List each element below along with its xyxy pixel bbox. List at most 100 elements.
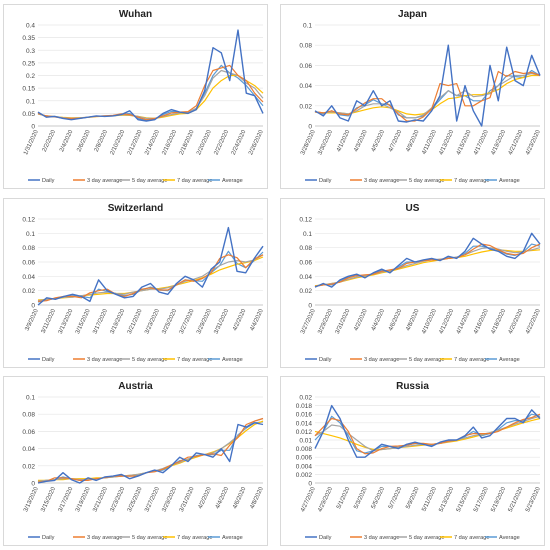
legend-label: Average bbox=[222, 178, 243, 184]
x-tick-label: 4/13/2020 bbox=[439, 129, 456, 156]
x-tick-label: 5/11/2020 bbox=[421, 486, 438, 513]
x-tick-label: 4/6/2020 bbox=[388, 308, 404, 332]
y-tick-label: 0.012 bbox=[296, 429, 313, 436]
x-tick-label: 3/30/2020 bbox=[317, 129, 334, 156]
legend-label: Daily bbox=[42, 535, 55, 541]
chart-svg: 00.020.040.060.080.13/13/2020 3/15/2020 3/… bbox=[22, 395, 266, 542]
legend-label: Average bbox=[499, 535, 520, 541]
x-tick-label: 4/8/2020 bbox=[405, 308, 421, 332]
x-tick-label: 4/1/2020 bbox=[336, 129, 352, 153]
chart-svg: 0 0.02 0.04 0.06 0.08 0.1 0.12 3/9/2020 3/11/202… bbox=[22, 217, 266, 364]
x-tick-label: 4/17/2020 bbox=[473, 129, 490, 156]
legend-label: Daily bbox=[319, 178, 332, 184]
x-tick-label: 5/7/2020 bbox=[388, 486, 404, 510]
y-tick-label: 0.04 bbox=[299, 274, 312, 281]
y-tick-label: 0.1 bbox=[26, 231, 35, 238]
y-tick-label: 0 bbox=[308, 124, 312, 131]
x-tick-label: 1/31/2020 bbox=[23, 129, 40, 156]
y-tick-label: 0.08 bbox=[299, 245, 312, 252]
y-tick-label: 0.15 bbox=[22, 86, 35, 93]
x-tick-label: 5/5/2020 bbox=[371, 486, 387, 510]
x-tick-label: 4/23/2020 bbox=[525, 129, 542, 156]
x-tick-label: 4/19/2020 bbox=[490, 129, 507, 156]
y-tick-label: 0.1 bbox=[303, 23, 312, 30]
y-tick-label: 0.02 bbox=[22, 463, 35, 470]
y-tick-label: 0.05 bbox=[22, 111, 35, 118]
y-tick-label: 0.08 bbox=[22, 412, 35, 419]
legend-label: Average bbox=[222, 535, 243, 541]
x-tick-label: 2/20/2020 bbox=[196, 129, 213, 156]
x-tick-label: 4/4/2020 bbox=[371, 308, 387, 332]
x-tick-label: 4/2/2020 bbox=[353, 308, 369, 332]
x-tick-label: 2/2/2020 bbox=[42, 129, 58, 153]
series-line-7-day-average bbox=[37, 74, 264, 120]
y-tick-label: 0.04 bbox=[299, 83, 312, 90]
series-line-3-day-average bbox=[37, 254, 264, 302]
series-line-daily bbox=[37, 422, 264, 484]
x-tick-label: 2/12/2020 bbox=[127, 129, 144, 156]
series-line-daily bbox=[37, 29, 264, 122]
legend-label: Average bbox=[499, 178, 520, 184]
y-tick-label: 0.1 bbox=[26, 395, 35, 402]
x-tick-label: 3/19/2020 bbox=[110, 308, 127, 335]
chart-panel-switzerland: Switzerland 0 0.02 0.04 0.06 0.08 0.1 0.12 3/9/2… bbox=[3, 198, 268, 368]
legend-label: 3 day average bbox=[87, 535, 122, 541]
x-tick-label: 2/4/2020 bbox=[59, 129, 75, 153]
y-tick-label: 0.4 bbox=[26, 23, 35, 30]
y-tick-label: 0.008 bbox=[296, 446, 313, 453]
chart-panel-us: US 0 0.02 0.04 0.06 0.08 0.1 0.12 3/27/2020 3/29/… bbox=[280, 198, 545, 368]
x-tick-label: 3/9/2020 bbox=[25, 308, 41, 332]
x-tick-label: 5/1/2020 bbox=[336, 486, 352, 510]
x-tick-label: 3/15/2020 bbox=[40, 486, 57, 513]
legend-label: 3 day average bbox=[87, 357, 122, 363]
x-tick-label: 3/27/2020 bbox=[300, 308, 317, 335]
x-tick-label: 4/20/2020 bbox=[508, 308, 525, 335]
y-tick-label: 0.002 bbox=[296, 472, 313, 479]
y-tick-label: 0 bbox=[308, 481, 312, 488]
x-tick-label: 2/18/2020 bbox=[179, 129, 196, 156]
y-tick-label: 0.06 bbox=[22, 260, 35, 267]
legend-label: Daily bbox=[319, 357, 332, 363]
y-tick-label: 0.018 bbox=[296, 403, 313, 410]
x-tick-label: 4/5/2020 bbox=[371, 129, 387, 153]
y-tick-label: 0 bbox=[31, 124, 35, 131]
legend-label: Daily bbox=[319, 535, 332, 541]
x-tick-label: 4/8/2020 bbox=[250, 486, 266, 510]
legend-label: 3 day average bbox=[364, 178, 399, 184]
y-tick-label: 0.016 bbox=[296, 412, 313, 419]
x-tick-label: 3/27/2020 bbox=[179, 308, 196, 335]
chart-svg: 00.050.10.150.20.250.30.350.41/31/2020 2/… bbox=[22, 23, 265, 185]
y-tick-label: 0.2 bbox=[26, 73, 35, 80]
legend-label: 5 day average bbox=[132, 535, 167, 541]
x-tick-label: 5/13/2020 bbox=[439, 486, 456, 513]
chart-panel-wuhan: Wuhan 0 0.05 0.1 0.15 0.2 0.25 0.3 0.35 0.4 1/31/2… bbox=[3, 4, 268, 189]
legend-label: 5 day average bbox=[409, 535, 444, 541]
x-tick-label: 4/16/2020 bbox=[473, 308, 490, 335]
legend-label: 7 day average bbox=[454, 178, 489, 184]
y-tick-label: 0.12 bbox=[299, 217, 312, 224]
x-tick-label: 2/10/2020 bbox=[110, 129, 127, 156]
x-tick-label: 4/3/2020 bbox=[353, 129, 369, 153]
x-tick-label: 4/4/2020 bbox=[250, 308, 266, 332]
x-tick-label: 4/10/2020 bbox=[421, 308, 438, 335]
x-tick-label: 5/21/2020 bbox=[508, 486, 525, 513]
x-tick-label: 5/19/2020 bbox=[490, 486, 507, 513]
legend-label: 3 day average bbox=[364, 357, 399, 363]
chart-svg: 00.020.040.060.080.13/28/2020 3/30/2020 4/… bbox=[299, 23, 542, 185]
y-tick-label: 0.02 bbox=[299, 395, 312, 402]
x-tick-label: 4/22/2020 bbox=[525, 308, 542, 335]
x-tick-label: 5/9/2020 bbox=[405, 486, 421, 510]
y-tick-label: 0.12 bbox=[22, 217, 35, 224]
legend-label: 5 day average bbox=[409, 357, 444, 363]
x-tick-label: 4/27/2020 bbox=[300, 486, 317, 513]
chart-title: Switzerland bbox=[107, 203, 164, 214]
series-line-7-day-average bbox=[314, 249, 541, 287]
x-tick-label: 2/26/2020 bbox=[248, 129, 265, 156]
y-tick-label: 0 bbox=[31, 481, 35, 488]
legend-label: Average bbox=[499, 357, 520, 363]
x-tick-label: 5/23/2020 bbox=[525, 486, 542, 513]
x-tick-label: 4/12/2020 bbox=[439, 308, 456, 335]
x-tick-label: 4/2/2020 bbox=[232, 308, 248, 332]
x-tick-label: 3/25/2020 bbox=[127, 486, 144, 513]
